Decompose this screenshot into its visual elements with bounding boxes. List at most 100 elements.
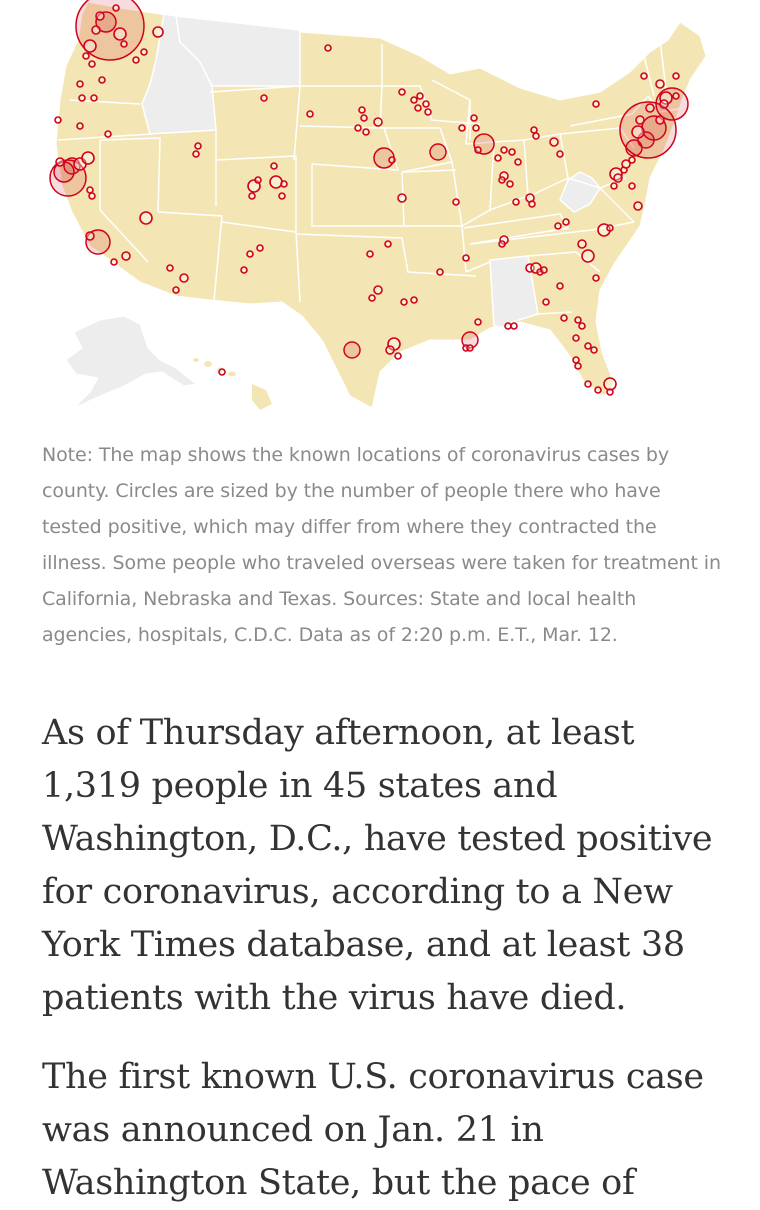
case-circle	[414, 104, 422, 112]
case-circle	[655, 87, 689, 121]
case-circle	[532, 132, 540, 140]
case-circle	[358, 106, 366, 114]
case-circle	[373, 117, 383, 127]
case-circle	[578, 322, 586, 330]
case-circle	[139, 211, 153, 225]
case-circle	[606, 388, 614, 396]
case-circle	[542, 298, 550, 306]
case-circle	[672, 92, 680, 100]
case-circle	[498, 240, 506, 248]
case-circle	[462, 254, 470, 262]
case-circle	[631, 125, 645, 139]
lower-48-land	[55, 1, 707, 409]
case-circle	[610, 182, 618, 190]
case-circle	[78, 94, 86, 102]
case-circle	[240, 266, 248, 274]
hawaii-islands	[193, 358, 272, 410]
case-circle	[76, 80, 84, 88]
case-circle	[530, 126, 538, 134]
case-circle	[633, 201, 643, 211]
case-circle	[85, 229, 111, 255]
case-circle	[192, 150, 200, 158]
montana-state	[175, 15, 301, 87]
case-circle	[592, 274, 600, 282]
case-circle	[90, 94, 98, 102]
case-circle	[572, 356, 580, 364]
case-circle	[132, 56, 140, 64]
case-circle	[474, 146, 482, 154]
case-circle	[659, 91, 673, 105]
case-circle	[452, 198, 460, 206]
case-circle	[343, 341, 361, 359]
case-circle	[429, 143, 447, 161]
case-circle	[410, 96, 418, 104]
case-circle	[628, 182, 636, 190]
case-circle	[422, 100, 430, 108]
case-circle	[461, 331, 479, 349]
case-circle	[574, 316, 582, 324]
case-circle	[388, 156, 396, 164]
case-circle	[562, 218, 570, 226]
case-circle	[400, 298, 408, 306]
case-circle	[592, 100, 600, 108]
case-circle	[91, 25, 101, 35]
case-circle	[470, 114, 478, 122]
case-circle	[280, 180, 288, 188]
case-circle	[85, 231, 95, 241]
case-circle	[466, 344, 474, 352]
west-virginia-state	[559, 171, 601, 213]
case-circle	[436, 268, 444, 276]
case-circle	[577, 239, 587, 249]
case-circle	[83, 39, 97, 53]
case-circle	[506, 180, 514, 188]
case-circle	[140, 48, 148, 56]
map-note: Note: The map shows the known locations …	[42, 444, 721, 646]
case-circle	[373, 285, 383, 295]
case-circle	[556, 282, 564, 290]
case-circle	[254, 176, 262, 184]
case-circle	[473, 133, 495, 155]
case-circle	[104, 130, 112, 138]
state-borders	[57, 39, 685, 315]
case-circle	[528, 200, 536, 208]
case-circle	[366, 250, 374, 258]
case-circle	[504, 322, 512, 330]
case-circle	[514, 158, 522, 166]
case-circle	[179, 273, 189, 283]
case-circle	[628, 156, 636, 164]
case-circle	[510, 322, 518, 330]
case-circle	[458, 124, 466, 132]
case-circle	[645, 103, 655, 113]
case-circle	[606, 224, 614, 232]
case-circle	[246, 250, 254, 258]
case-circle	[82, 52, 90, 60]
case-circle	[121, 251, 131, 261]
case-circle	[603, 377, 617, 391]
case-circle	[120, 40, 128, 48]
case-circle	[560, 314, 568, 322]
case-circle	[113, 27, 127, 41]
case-circle	[88, 60, 96, 68]
case-circle	[54, 116, 62, 124]
case-circle	[270, 162, 278, 170]
case-circle	[590, 346, 598, 354]
case-circle	[385, 345, 395, 355]
case-circle	[384, 240, 392, 248]
case-circle	[498, 176, 506, 184]
case-circle	[416, 92, 424, 100]
case-circle	[110, 258, 118, 266]
case-circle	[86, 186, 94, 194]
case-circle	[499, 171, 509, 181]
case-circle	[368, 294, 376, 302]
case-circle	[672, 72, 680, 80]
case-circle	[499, 235, 509, 245]
case-circle	[655, 115, 665, 125]
case-circle	[306, 110, 314, 118]
case-circle	[397, 193, 407, 203]
case-circle	[269, 175, 283, 189]
case-circle	[360, 114, 368, 122]
case-circle	[584, 342, 592, 350]
case-circle	[424, 108, 432, 116]
case-circle	[655, 79, 665, 89]
case-circle	[584, 380, 592, 388]
